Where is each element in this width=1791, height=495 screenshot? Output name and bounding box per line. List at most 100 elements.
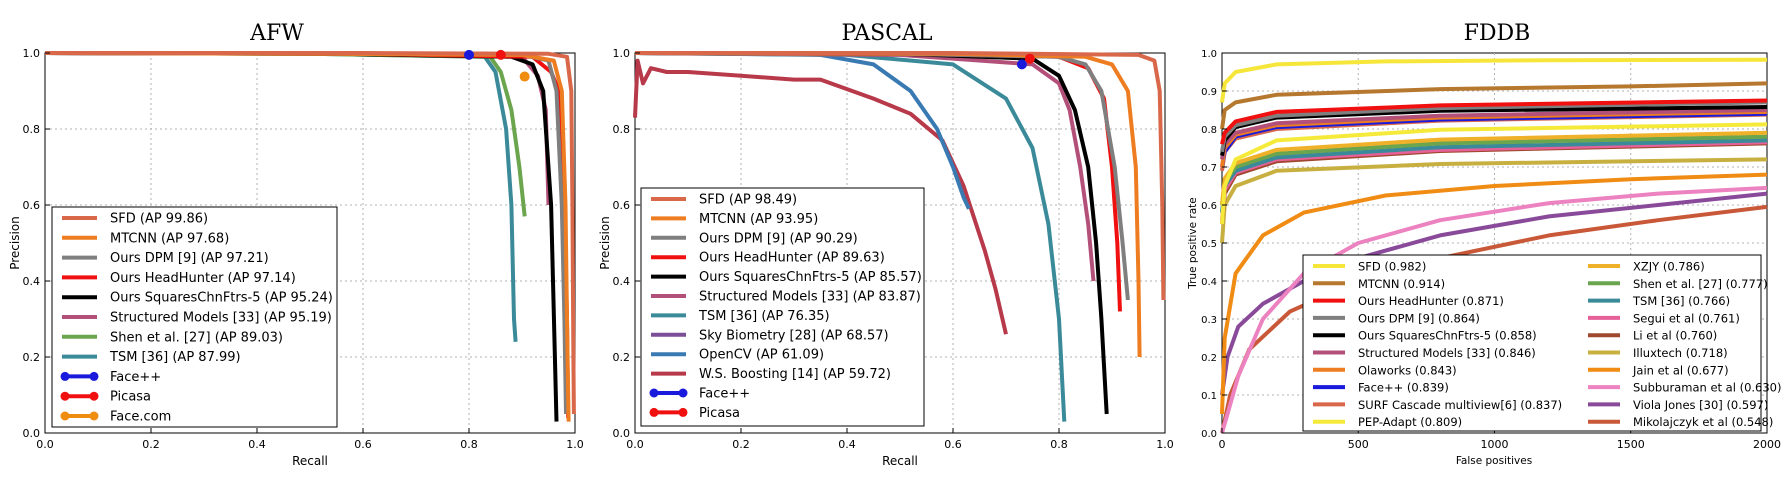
x-tick-label: 0.8 — [1050, 438, 1068, 451]
legend-label: Mikolajczyk et al (0.548) — [1633, 415, 1773, 429]
legend-entry-face: Face++ — [60, 370, 161, 385]
legend-entry-opencv-ap-61-09: OpenCV (AP 61.09) — [651, 348, 824, 363]
y-tick-label: 0.4 — [23, 275, 41, 288]
legend-label: Illuxtech (0.718) — [1633, 346, 1728, 360]
legend-label: Ours DPM [9] (0.864) — [1358, 311, 1480, 325]
legend-label: Ours DPM [9] (AP 97.21) — [110, 251, 269, 266]
series-group-fddb — [1220, 57, 1768, 434]
legend-label: Olaworks (0.843) — [1358, 363, 1457, 377]
y-tick-label: 0.1 — [1201, 391, 1217, 402]
series-line-sfd-ap-99-86 — [45, 51, 576, 415]
legend-entry-ours-dpm-9-ap-90-29: Ours DPM [9] (AP 90.29) — [651, 231, 858, 246]
legend-entry-jain-et-al-0-677: Jain et al (0.677) — [1588, 363, 1729, 377]
legend-label: TSM [36] (AP 87.99) — [109, 350, 241, 365]
legend-label: SFD (0.982) — [1358, 260, 1426, 274]
legend-label: Shen et al. [27] (AP 89.03) — [110, 330, 283, 345]
legend-label: TSM [36] (AP 76.35) — [698, 309, 830, 324]
legend-entry-mikolajczyk-et-al-0-548: Mikolajczyk et al (0.548) — [1588, 415, 1773, 429]
x-tick-label: 0.8 — [460, 438, 478, 451]
series-line-w-s-boosting-14-ap-59-72 — [633, 58, 1008, 335]
series-line-sfd-0-982 — [1220, 57, 1768, 103]
legend-label: W.S. Boosting [14] (AP 59.72) — [699, 367, 891, 382]
legend-label: SURF Cascade multiview[6] (0.837) — [1358, 398, 1562, 412]
x-tick-label: 0.4 — [838, 438, 856, 451]
legend-entry-picasa: Picasa — [60, 390, 151, 405]
legend-label: Structured Models [33] (0.846) — [1358, 346, 1536, 360]
y-tick-label: 0.9 — [1201, 87, 1217, 98]
x-tick-label: 0.6 — [354, 438, 372, 451]
legend-marker — [60, 411, 70, 421]
legend-entry-structured-models-33-ap-83-87: Structured Models [33] (AP 83.87) — [651, 290, 921, 305]
chart-title-fddb: FDDB — [1464, 21, 1531, 46]
x-tick-label: 0.0 — [626, 438, 644, 451]
legend-label: Picasa — [699, 406, 740, 421]
y-axis-label-pascal: Precision — [598, 216, 612, 270]
legend-label: Sky Biometry [28] (AP 68.57) — [699, 328, 889, 343]
y-tick-label: 0.3 — [1201, 315, 1217, 326]
legend-marker — [89, 391, 99, 401]
legend-label: Face++ (0.839) — [1358, 381, 1449, 395]
legend-marker — [60, 371, 70, 381]
legend-label: Ours HeadHunter (AP 89.63) — [699, 251, 885, 266]
legend-label: Structured Models [33] (AP 95.19) — [110, 311, 332, 326]
point-marker-picasa — [495, 49, 506, 60]
legend-label: Picasa — [110, 390, 151, 405]
legend-label: Shen et al. [27] (0.777) — [1633, 277, 1768, 291]
legend-entry-shen-et-al-27-ap-89-03: Shen et al. [27] (AP 89.03) — [62, 330, 283, 345]
series-line-sfd-ap-98-49 — [635, 51, 1166, 301]
legend-label: Ours SquaresChnFtrs-5 (0.858) — [1358, 329, 1537, 343]
point-marker-face — [464, 49, 474, 60]
y-tick-label: 0.4 — [1201, 277, 1217, 288]
legend-label: Segui et al (0.761) — [1633, 311, 1740, 325]
y-tick-label: 0.4 — [613, 275, 631, 288]
legend-label: Subburaman et al (0.630) — [1633, 381, 1781, 395]
y-tick-label: 1.0 — [1201, 49, 1217, 60]
x-tick-label: 0.2 — [732, 438, 750, 451]
y-tick-label: 0.5 — [1201, 239, 1217, 250]
x-tick-label: 0.0 — [36, 438, 54, 451]
y-tick-label: 0.2 — [613, 351, 631, 364]
x-tick-label: 500 — [1348, 438, 1369, 451]
legend-entry-ours-squareschnftrs-5-ap-85-57: Ours SquaresChnFtrs-5 (AP 85.57) — [651, 270, 922, 285]
y-axis-label-fddb: True positive rate — [1187, 197, 1199, 290]
chart-title-afw: AFW — [249, 21, 304, 46]
ticks-afw: 0.0 0.2 0.4 0.6 0.8 1.0 0.0 0.2 0.4 0.6 0.8 1.0 — [23, 47, 584, 451]
x-tick-label: 2000 — [1753, 438, 1781, 451]
panel-fddb: FDDB 0 500 1000 1500 20000.00.10.20.30.40.50… — [1187, 21, 1781, 467]
legend-entry-ours-headhunter-0-871: Ours HeadHunter (0.871) — [1313, 294, 1504, 308]
legend-label: Viola Jones [30] (0.597) — [1633, 398, 1768, 412]
legend-entry-ours-dpm-9-0-864: Ours DPM [9] (0.864) — [1313, 311, 1480, 325]
y-tick-label: 0.6 — [23, 199, 41, 212]
legend-entry-ours-squareschnftrs-5-0-858: Ours SquaresChnFtrs-5 (0.858) — [1313, 329, 1537, 343]
point-marker-picasa — [1024, 53, 1035, 64]
legend-entry-olaworks-0-843: Olaworks (0.843) — [1313, 363, 1457, 377]
legend-marker — [649, 407, 659, 417]
point-marker-face-com — [519, 71, 530, 82]
y-axis-label-afw: Precision — [8, 216, 22, 270]
legend-entry-face-com: Face.com — [60, 410, 171, 425]
legend-label: Face++ — [110, 370, 161, 385]
legend-marker — [89, 371, 99, 381]
legend-afw: SFD (AP 99.86) MTCNN (AP 97.68) Ours DPM [… — [51, 206, 338, 428]
legend-entry-face-0-839: Face++ (0.839) — [1313, 381, 1449, 395]
legend-entry-w-s-boosting-14-ap-59-72: W.S. Boosting [14] (AP 59.72) — [651, 367, 891, 382]
legend-entry-ours-headhunter-ap-97-14: Ours HeadHunter (AP 97.14) — [62, 271, 296, 286]
y-tick-label: 0.2 — [1201, 353, 1217, 364]
x-tick-label: 1500 — [1617, 438, 1645, 451]
point-marker-face — [1016, 59, 1027, 70]
legend-label: PEP-Adapt (0.809) — [1358, 415, 1462, 429]
legend-entry-sfd-ap-99-86: SFD (AP 99.86) — [62, 212, 208, 227]
x-axis-label-pascal: Recall — [882, 454, 918, 468]
legend-entry-ours-headhunter-ap-89-63: Ours HeadHunter (AP 89.63) — [651, 251, 885, 266]
legend-entry-structured-models-33-0-846: Structured Models [33] (0.846) — [1313, 346, 1536, 360]
legend-label: MTCNN (AP 93.95) — [699, 212, 818, 227]
legend-marker — [649, 388, 659, 398]
legend-label: Ours HeadHunter (0.871) — [1358, 294, 1504, 308]
legend-entry-sfd-0-982: SFD (0.982) — [1313, 260, 1426, 274]
legend-label: Ours SquaresChnFtrs-5 (AP 95.24) — [110, 291, 333, 306]
legend-label: Face.com — [110, 410, 171, 425]
legend-entry-illuxtech-0-718: Illuxtech (0.718) — [1588, 346, 1728, 360]
legend-entry-sfd-ap-98-49: SFD (AP 98.49) — [651, 193, 797, 208]
x-tick-label: 0 — [1219, 438, 1226, 451]
